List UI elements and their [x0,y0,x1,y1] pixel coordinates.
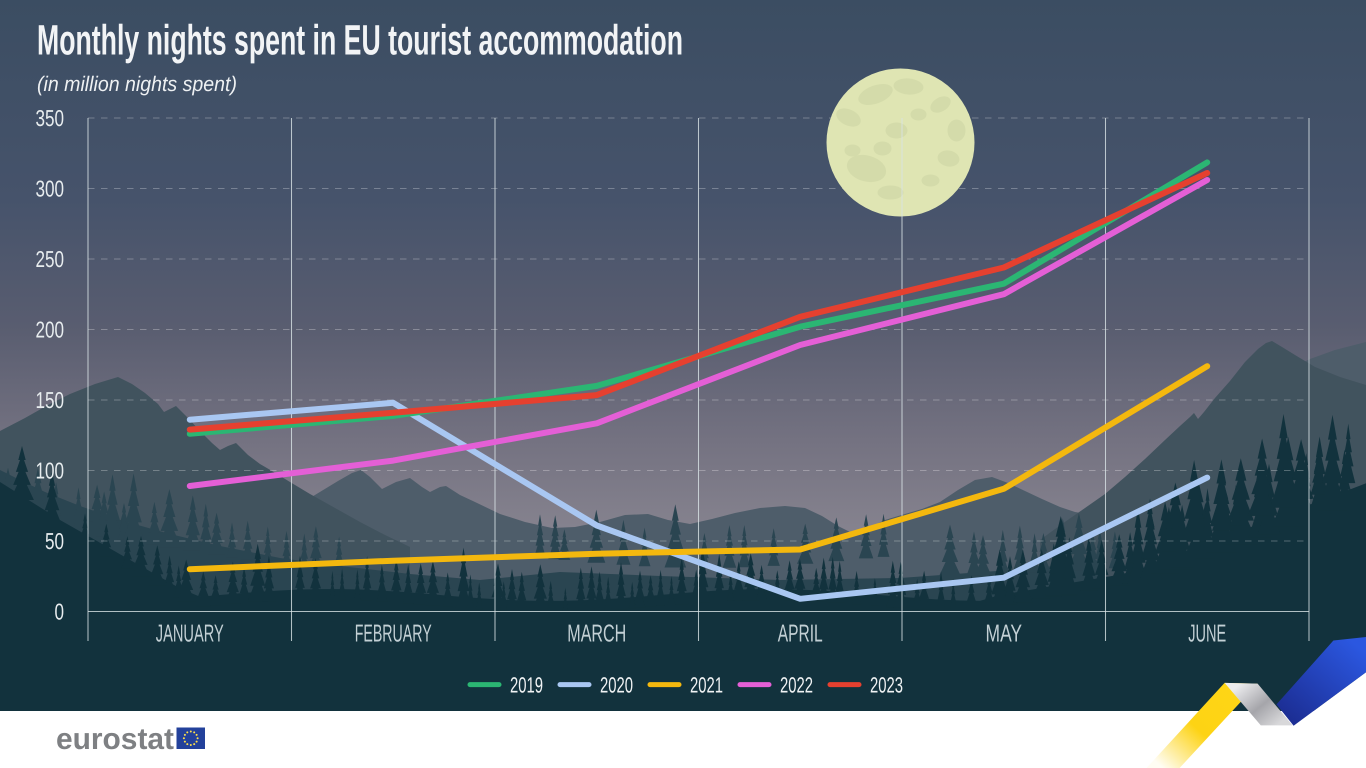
svg-text:200: 200 [36,317,65,343]
svg-text:2021: 2021 [690,673,723,698]
svg-text:2019: 2019 [510,673,543,698]
svg-text:50: 50 [45,528,64,554]
svg-text:JUNE: JUNE [1188,621,1226,648]
svg-text:300: 300 [36,176,65,202]
svg-text:2020: 2020 [600,673,633,698]
svg-text:MARCH: MARCH [567,621,626,648]
svg-text:250: 250 [36,246,65,272]
svg-text:0: 0 [55,599,65,625]
svg-text:150: 150 [36,387,65,413]
svg-text:APRIL: APRIL [778,621,823,648]
svg-text:2022: 2022 [780,673,813,698]
svg-text:100: 100 [36,458,65,484]
svg-text:eurostat: eurostat [56,723,174,756]
svg-text:(in million nights spent): (in million nights spent) [37,73,237,96]
svg-text:JANUARY: JANUARY [156,621,224,648]
svg-text:2023: 2023 [870,673,903,698]
svg-text:Monthly nights spent in EU tou: Monthly nights spent in EU tourist accom… [37,18,683,65]
svg-text:MAY: MAY [986,621,1023,648]
svg-text:FEBRUARY: FEBRUARY [355,621,432,648]
svg-text:350: 350 [36,105,65,131]
